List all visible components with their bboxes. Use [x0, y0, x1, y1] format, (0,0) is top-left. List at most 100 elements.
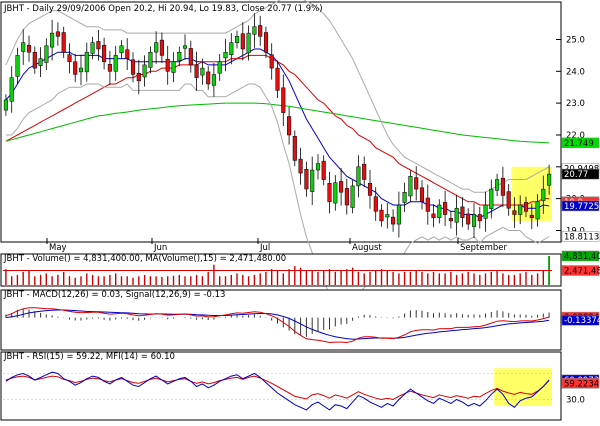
macd-tag-1: -0.13374 — [564, 316, 600, 326]
candle-body-87 — [506, 191, 511, 209]
candle-body-76 — [443, 202, 448, 215]
candle-body-35 — [206, 71, 211, 85]
candle-body-52 — [304, 169, 309, 190]
candle-body-88 — [512, 210, 517, 215]
candle-body-83 — [483, 204, 488, 219]
price-tag-bg-2 — [561, 168, 600, 180]
candle-body-6 — [38, 58, 43, 66]
price-tag-bg-4 — [561, 200, 600, 212]
candle-body-72 — [419, 187, 425, 203]
candle-body-12 — [73, 61, 78, 75]
candle-body-93 — [541, 188, 546, 201]
candle-body-70 — [408, 176, 413, 197]
rsi-line — [5, 375, 550, 401]
rsi-highlight — [494, 368, 552, 406]
candle-body-3 — [21, 42, 26, 52]
overlay-line-4 — [5, 83, 550, 305]
candle-body-41 — [240, 33, 245, 50]
price-panel: 19.020.021.022.023.024.025.0 MayJunJulAu… — [0, 0, 600, 305]
macd-line — [5, 307, 550, 344]
candle-body-58 — [339, 181, 344, 193]
overlay-line-3 — [5, 0, 550, 193]
candle-body-16 — [96, 41, 101, 50]
candle-body-50 — [292, 135, 297, 161]
candle-body-65 — [379, 209, 384, 222]
candle-body-20 — [119, 45, 124, 54]
rsi-highlight-box — [494, 368, 552, 406]
candle-body-67 — [391, 216, 396, 225]
candle-body-64 — [373, 196, 378, 212]
candle-body-81 — [471, 214, 477, 227]
candle-body-24 — [142, 64, 147, 78]
candle-body-37 — [217, 61, 222, 74]
candle-body-51 — [298, 158, 303, 174]
candle-body-60 — [350, 185, 355, 208]
price-tag-4: 19.7725 — [564, 202, 599, 212]
candle-body-91 — [529, 214, 534, 218]
candle-body-63 — [367, 183, 373, 196]
rsi-panel: 30.0 60.097359.2234 JBHT - RSI(15) = 59.… — [0, 351, 600, 421]
x-label-0: May — [49, 243, 67, 253]
candle-body-31 — [182, 45, 188, 49]
macd-panel-frame — [0, 289, 562, 351]
x-label-2: Jul — [259, 243, 270, 253]
price-tick-label-6: 25.0 — [566, 36, 585, 46]
candle-body-42 — [246, 32, 251, 54]
price-tag-0: 21.749 — [564, 139, 594, 149]
candle-body-74 — [431, 213, 436, 218]
candle-body-82 — [477, 214, 482, 222]
x-label-3: August — [352, 243, 382, 253]
overlay-line-2 — [5, 102, 550, 144]
macd-tags: 0.028942-0.13374 — [561, 311, 600, 326]
candle-body-89 — [518, 204, 523, 215]
candle-body-8 — [50, 32, 55, 48]
candle-body-78 — [454, 207, 459, 223]
rsi-tag-1: 59.2234 — [564, 379, 599, 389]
candle-body-33 — [194, 64, 199, 78]
candle-body-27 — [159, 39, 164, 56]
candle-body-85 — [495, 179, 500, 191]
candle-body-80 — [466, 213, 471, 225]
price-candles — [3, 13, 552, 239]
candle-body-55 — [321, 160, 326, 180]
x-label-4: September — [460, 243, 507, 253]
candle-body-2 — [15, 55, 20, 77]
macd-panel-title: JBHT - MACD(12,26) = 0.03, Signal(12,26,… — [3, 290, 225, 300]
price-tick-label-3: 22.0 — [566, 131, 585, 141]
candle-body-69 — [402, 192, 407, 203]
candle-body-73 — [425, 197, 430, 212]
candle-body-56 — [327, 183, 332, 203]
candle-body-90 — [523, 202, 529, 212]
macd-signal-line — [5, 309, 550, 340]
candle-body-26 — [154, 42, 159, 53]
candle-body-86 — [500, 177, 505, 196]
candle-body-36 — [211, 74, 216, 86]
candle-body-59 — [344, 188, 349, 206]
candle-body-17 — [102, 44, 107, 63]
price-x-labels: May Jun Jul August September — [46, 238, 507, 253]
candle-body-0 — [3, 99, 8, 111]
rsi-panel-title: JBHT - RSI(15) = 59.22, MFI(14) = 60.10 — [3, 352, 175, 362]
rsi-grid — [3, 373, 552, 400]
volume-bars — [5, 256, 550, 285]
price-tag-5: 18.8113 — [564, 233, 599, 243]
candle-body-48 — [281, 87, 286, 113]
candle-body-57 — [333, 182, 338, 204]
candle-body-49 — [287, 116, 292, 136]
candle-body-32 — [188, 48, 193, 66]
price-tick-label-4: 23.0 — [566, 99, 585, 109]
candle-body-44 — [258, 25, 263, 37]
candle-body-54 — [315, 163, 321, 171]
candle-body-13 — [78, 67, 84, 73]
candle-body-7 — [44, 45, 49, 63]
volume-tags: 4,831,40 2,471,48 — [561, 250, 600, 277]
candle-body-92 — [535, 201, 540, 220]
volume-tag-1: 2,471,48 — [564, 267, 600, 277]
macd-lines — [5, 307, 550, 344]
macd-tag-bg-1 — [561, 314, 600, 326]
volume-panel: 4,831,40 2,471,48 JBHT - Volume() = 4,831… — [0, 250, 600, 287]
candle-body-4 — [26, 44, 32, 53]
candle-body-25 — [148, 51, 153, 68]
candle-body-34 — [200, 67, 205, 76]
candle-body-94 — [547, 173, 552, 186]
